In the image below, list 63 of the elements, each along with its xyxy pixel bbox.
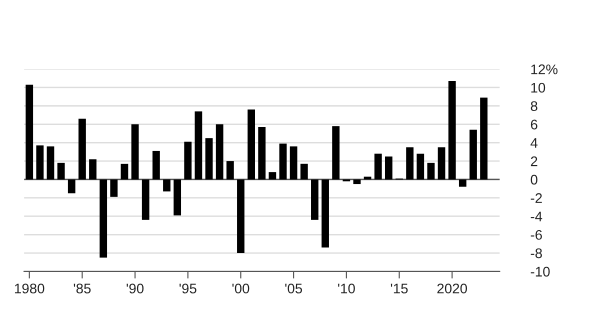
bar [248, 110, 255, 180]
bar [36, 145, 44, 180]
bar [46, 146, 54, 180]
x-tick-label: 2020 [437, 284, 468, 294]
bar [100, 179, 108, 258]
bar [290, 146, 298, 180]
bar [364, 176, 372, 180]
x-tick-label: '15 [390, 284, 408, 294]
bar [26, 84, 34, 180]
bar [152, 150, 160, 180]
bar [68, 179, 76, 194]
bar [416, 154, 424, 180]
x-tick-label: '85 [74, 284, 91, 294]
bar [258, 127, 266, 180]
y-tick-label: 10 [531, 82, 546, 93]
y-tick-label: 6 [530, 120, 538, 130]
y-tick-label: -6 [530, 230, 542, 240]
bar [332, 126, 340, 180]
x-tick-label: '90 [126, 284, 144, 294]
bar [406, 147, 414, 180]
bar [216, 124, 224, 180]
bar [174, 179, 182, 216]
bar [142, 179, 150, 220]
bar [427, 162, 435, 180]
bar [448, 81, 456, 180]
y-tick-label: 4 [530, 138, 538, 148]
bar [78, 118, 86, 180]
bar [194, 111, 202, 180]
bar [480, 98, 488, 180]
y-tick-label: -10 [530, 266, 550, 277]
bar [131, 124, 139, 180]
x-tick-label: 1980 [14, 284, 44, 294]
bar [470, 130, 477, 180]
x-tick-label: '00 [232, 284, 250, 294]
bar [110, 179, 118, 197]
y-tick-label: -4 [530, 212, 542, 222]
bar [226, 161, 234, 180]
bar [438, 147, 446, 180]
bar [300, 164, 308, 180]
bar [120, 164, 128, 180]
bar [237, 179, 244, 254]
bar [311, 179, 318, 220]
y-tick-label: -8 [530, 248, 542, 258]
bar [184, 142, 192, 180]
bar [384, 156, 392, 180]
bar [205, 138, 213, 180]
bar [268, 172, 276, 180]
y-tick-label: 0 [530, 174, 538, 185]
bar [163, 179, 170, 192]
bar [89, 159, 96, 180]
bar [57, 162, 65, 180]
x-tick-label: '05 [285, 284, 302, 294]
bar [374, 154, 382, 180]
y-tick-label: 8 [530, 101, 538, 112]
y-tick-label: -2 [530, 193, 542, 203]
y-tick-label: 2 [530, 156, 538, 166]
bar [322, 179, 329, 248]
bar [458, 179, 466, 187]
x-tick-label: '10 [338, 284, 355, 294]
bar [353, 179, 361, 184]
y-tick-label: 12% [531, 64, 558, 74]
x-tick-label: '95 [180, 284, 196, 294]
bar [279, 144, 287, 180]
